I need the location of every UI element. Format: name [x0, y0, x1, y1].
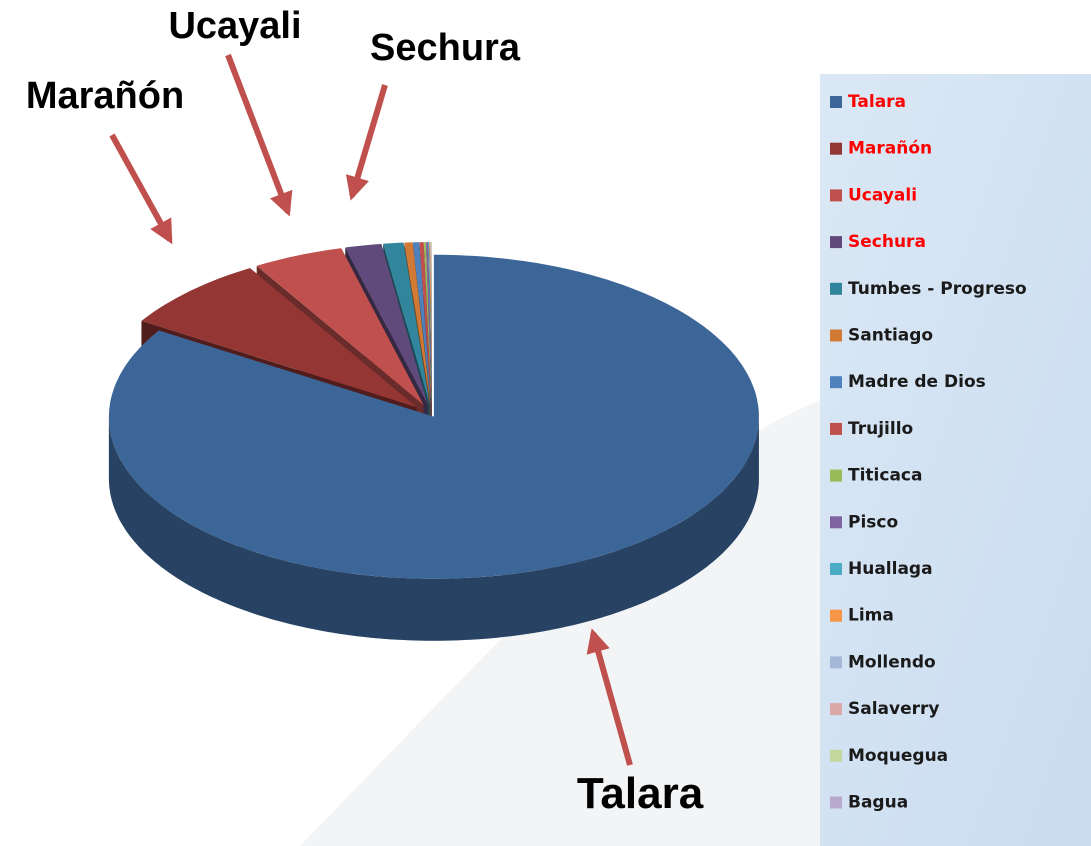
slice [430, 242, 432, 405]
slice [345, 243, 428, 405]
legend-swatch [830, 703, 842, 716]
slice [108, 254, 759, 579]
pie [108, 242, 759, 641]
legend-swatch [830, 376, 842, 389]
legend-label: Bagua [848, 793, 908, 813]
slice [430, 242, 432, 405]
slice [404, 242, 431, 405]
slice [419, 242, 432, 405]
legend-label: Sechura [848, 232, 926, 252]
legend-swatch [830, 563, 842, 575]
legend-swatch [830, 796, 842, 809]
legend-label: Huallaga [848, 559, 933, 579]
legend-label: Moquegua [848, 746, 948, 766]
slice [423, 242, 432, 405]
legend-swatch [830, 609, 842, 622]
legend-label: Madre de Dios [848, 372, 986, 392]
legend-label: Trujillo [848, 419, 913, 439]
legend-panel [820, 74, 1091, 846]
legend-label: Ucayali [848, 185, 917, 205]
slice [426, 242, 432, 405]
legend-swatch [830, 236, 842, 249]
arrows [109, 53, 633, 766]
legend-label: Titicaca [848, 466, 922, 486]
legend-swatch [830, 142, 842, 155]
legend-label: Tumbes - Progreso [848, 279, 1027, 299]
arrow [109, 133, 173, 245]
slice [141, 268, 417, 408]
legend-swatch [830, 516, 842, 529]
slice [431, 242, 432, 405]
legend-label: Salaverry [848, 699, 939, 719]
slice [256, 248, 424, 405]
legend-label: Marañón [848, 139, 932, 159]
slice [383, 242, 430, 405]
legend-swatch [830, 282, 842, 295]
legend-swatch [830, 749, 842, 762]
legend-label: Lima [848, 606, 894, 626]
slice [413, 242, 431, 405]
legend-swatch [830, 656, 842, 669]
arrow [225, 53, 293, 217]
annotation: Talara [577, 769, 704, 818]
legend-swatch [830, 422, 842, 435]
slice [429, 242, 432, 405]
legend-swatch [830, 96, 842, 108]
legend-swatch [830, 329, 842, 342]
legend-label: Talara [848, 92, 906, 112]
arrow [586, 628, 633, 766]
slice-shade [108, 416, 759, 641]
annotation: Marañón [26, 75, 184, 117]
legend-label: Santiago [848, 326, 933, 346]
legend-label: Pisco [848, 512, 898, 532]
legend-swatch [830, 189, 842, 202]
slice [428, 242, 432, 405]
legend-label: Mollendo [848, 652, 936, 672]
slice-side [108, 416, 759, 641]
legend-swatch [830, 469, 842, 482]
arrow [345, 84, 388, 201]
annotation: Ucayali [168, 5, 301, 47]
legend: Talara Marañón Ucayali Sechura Tumbes - Prog… [830, 92, 1027, 813]
annotation: Sechura [370, 27, 521, 69]
